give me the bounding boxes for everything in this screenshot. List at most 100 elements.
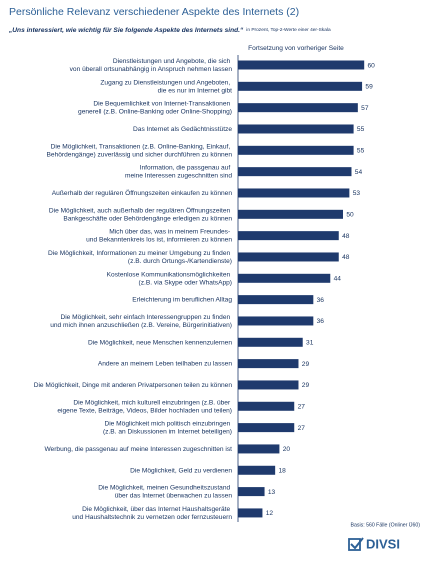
category-label: Zugang zu Dienstleistungen und Angeboten… bbox=[100, 79, 232, 94]
category-label-line: und mich ihnen anzuschließen (z.B. Verei… bbox=[50, 322, 232, 329]
category-label: Erleichterung im beruflichen Alltag bbox=[132, 296, 232, 303]
value-label: 27 bbox=[298, 425, 306, 432]
bar bbox=[238, 444, 281, 454]
bar bbox=[238, 380, 300, 390]
category-label-line: Außerhalb der regulären Öffnungszeiten e… bbox=[52, 189, 233, 197]
bar bbox=[238, 273, 332, 283]
value-label-box bbox=[313, 294, 328, 306]
value-label: 12 bbox=[266, 510, 274, 517]
logo-check bbox=[350, 537, 364, 550]
value-label: 44 bbox=[334, 276, 342, 283]
category-label-line: (z.B. durch Ortungs-/Kartendienste) bbox=[128, 258, 232, 265]
category-label-line: und Haushaltstechnik zu vernetzen oder f… bbox=[72, 514, 232, 521]
value-label-box bbox=[364, 59, 379, 71]
category-label-line: die es nur im Internet gibt bbox=[158, 87, 233, 94]
category-label: Die Möglichkeit, mich kulturell einzubri… bbox=[57, 399, 232, 414]
value-label: 60 bbox=[368, 62, 376, 69]
chart-subtitle: „Uns interessiert, wie wichtig für Sie f… bbox=[8, 27, 331, 34]
category-label-line: Die Möglichkeit, Transaktionen (z.B. Onl… bbox=[51, 143, 232, 150]
category-label-line: (z.B. via Skype oder WhatsApp) bbox=[139, 279, 232, 286]
category-label-line: Werbung, die passgenau auf meine Interes… bbox=[44, 446, 232, 453]
value-label-box bbox=[343, 208, 357, 220]
category-label-line: Information, die passgenau auf bbox=[140, 164, 232, 171]
category-label-line: Die Möglichkeit, Dinge mit anderen Priva… bbox=[34, 382, 233, 389]
category-label-line: von überall ortsunabhängig in Anspruch n… bbox=[70, 66, 233, 73]
bar bbox=[238, 337, 304, 347]
category-label-line: Die Möglichkeit, neue Menschen kennenzul… bbox=[88, 339, 232, 346]
category-label-line: Die Möglichkeit, Geld zu verdienen bbox=[130, 467, 232, 474]
value-label: 55 bbox=[357, 148, 365, 155]
value-label: 48 bbox=[342, 254, 350, 261]
category-label-line: Das Internet als Gedächtnisstütze bbox=[133, 126, 232, 133]
category-label: Dienstleistungen und Angebote, die sich … bbox=[70, 58, 233, 73]
value-label-box bbox=[264, 486, 279, 498]
logo-box bbox=[348, 538, 361, 551]
value-label: 29 bbox=[302, 361, 310, 368]
category-label-line: Andere an meinem Leben teilhaben zu lass… bbox=[98, 360, 232, 367]
bar bbox=[238, 252, 340, 262]
value-label-box bbox=[353, 123, 368, 135]
value-label: 18 bbox=[278, 468, 286, 475]
category-label-line: meine Interessen zugeschnitten sind bbox=[125, 172, 232, 179]
bar bbox=[238, 401, 296, 411]
category-label: Die Möglichkeit, Dinge mit anderen Priva… bbox=[34, 382, 233, 389]
source: Basis: 560 Fälle (Onliner Ü60) bbox=[351, 521, 421, 528]
category-label: Die Möglichkeit, Geld zu verdienen bbox=[130, 467, 232, 474]
value-label: 13 bbox=[268, 489, 276, 496]
value-label-box bbox=[338, 251, 353, 263]
value-label: 48 bbox=[342, 233, 350, 240]
bar bbox=[238, 209, 344, 219]
value-label: 54 bbox=[355, 169, 363, 176]
bar bbox=[238, 167, 353, 177]
bar bbox=[238, 103, 359, 113]
category-label: Die Möglichkeit, meinen Gesundheitszusta… bbox=[98, 484, 232, 499]
value-label: 36 bbox=[317, 297, 325, 304]
bar bbox=[238, 316, 315, 326]
subtitle-quote: „Uns interessiert, wie wichtig für Sie f… bbox=[8, 27, 244, 34]
value-label-box bbox=[302, 336, 317, 348]
value-label-box bbox=[313, 315, 328, 327]
value-label-box bbox=[298, 358, 313, 370]
subtitle-note: in Prozent, Top-2-Werte einer 4er-Skala bbox=[246, 27, 331, 33]
category-label-line: Mich über das, was in meinem Freundes- bbox=[109, 228, 232, 235]
value-label-box bbox=[349, 187, 364, 199]
value-label: 31 bbox=[306, 340, 314, 347]
bar bbox=[238, 359, 300, 369]
bar bbox=[238, 423, 296, 433]
category-label: Die Bequemlichkeit von Internet-Transakt… bbox=[78, 100, 232, 115]
value-label-box bbox=[262, 507, 277, 519]
category-label-line: Bankgeschäfte oder Behördengänge erledig… bbox=[63, 215, 232, 222]
value-label-box bbox=[351, 166, 366, 178]
value-label-box bbox=[330, 272, 345, 284]
category-label-line: Kostenlose Kommunikationsmöglichkeiten bbox=[107, 271, 232, 278]
category-label-line: Erleichterung im beruflichen Alltag bbox=[132, 296, 232, 303]
category-label: Die Möglichkeit, auch außerhalb der regu… bbox=[49, 206, 232, 222]
category-label: Information, die passgenau auf meine Int… bbox=[125, 164, 232, 179]
category-label-line: eigene Texte, Beiträge, Videos, Bilder h… bbox=[57, 407, 232, 414]
category-label-line: Die Möglichkeit, meinen Gesundheitszusta… bbox=[98, 484, 232, 491]
value-label-box bbox=[294, 400, 309, 412]
category-label-line: Die Bequemlichkeit von Internet-Transakt… bbox=[93, 100, 232, 107]
category-label-line: Die Möglichkeit, auch außerhalb der regu… bbox=[49, 206, 232, 214]
category-label: Andere an meinem Leben teilhaben zu lass… bbox=[98, 360, 232, 367]
bar bbox=[238, 60, 366, 70]
value-label: 36 bbox=[317, 318, 325, 325]
value-label: 59 bbox=[365, 84, 373, 91]
value-label: 57 bbox=[361, 105, 369, 112]
value-label-box bbox=[279, 443, 294, 455]
logo-text: DIVSI bbox=[366, 536, 400, 551]
logo: DIVSI bbox=[348, 536, 400, 551]
category-label-line: über das Internet überwachen zu lassen bbox=[115, 492, 233, 499]
category-label-line: Behördengänge) zuverlässig und sicher du… bbox=[47, 151, 233, 158]
bar bbox=[238, 145, 355, 155]
bar bbox=[238, 295, 315, 305]
category-label: Die Möglichkeit, sehr einfach Interessen… bbox=[50, 314, 232, 329]
value-label: 20 bbox=[283, 446, 291, 453]
category-label: Die Möglichkeit, neue Menschen kennenzul… bbox=[88, 339, 232, 346]
value-label-box bbox=[357, 102, 372, 114]
category-label-line: generell (z.B. Online-Banking oder Onlin… bbox=[78, 108, 232, 115]
bar bbox=[238, 487, 266, 497]
category-label-line: Die Möglichkeit, Informationen zu meiner… bbox=[48, 250, 232, 257]
value-label: 55 bbox=[357, 126, 365, 133]
